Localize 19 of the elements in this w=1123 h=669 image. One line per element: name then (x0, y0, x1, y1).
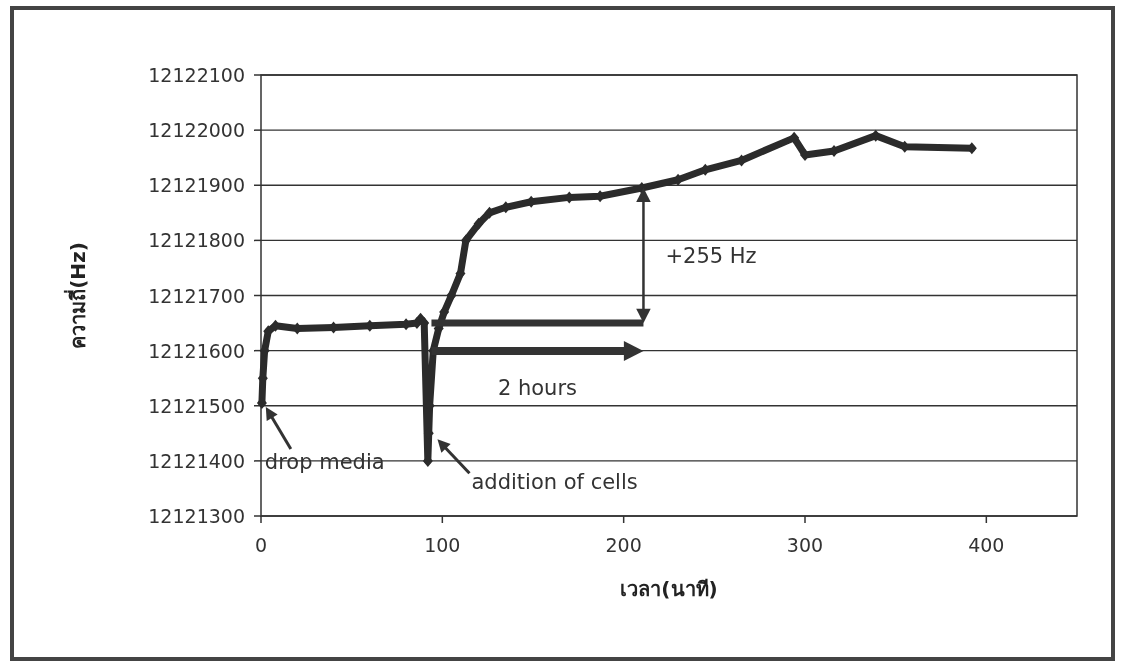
x-tick-label: 100 (424, 534, 461, 556)
x-tick-label: 0 (254, 534, 268, 556)
y-tick-label: 12121800 (148, 229, 245, 252)
y-axis-title: ความถี่(Hz) (63, 242, 90, 349)
y-tick-label: 12121400 (148, 449, 245, 472)
annotation: +255 Hz (665, 244, 757, 269)
y-tick-label: 12121700 (148, 284, 245, 307)
x-tick-label: 200 (605, 534, 642, 556)
y-tick-label: 12122100 (148, 64, 245, 86)
y-tick-label: 12121600 (148, 339, 245, 362)
x-tick-label: 300 (786, 534, 824, 556)
y-tick-label: 12121900 (148, 174, 245, 197)
x-tick-label: 400 (968, 534, 1005, 556)
annotation: 2 hours (497, 376, 577, 401)
y-tick-label: 12122000 (148, 119, 245, 142)
x-axis-title: เวลา(นาที) (620, 577, 718, 601)
y-tick-label: 12121300 (148, 505, 245, 527)
y-tick-label: 12121500 (148, 394, 245, 417)
annotation: addition of cells (471, 470, 638, 495)
